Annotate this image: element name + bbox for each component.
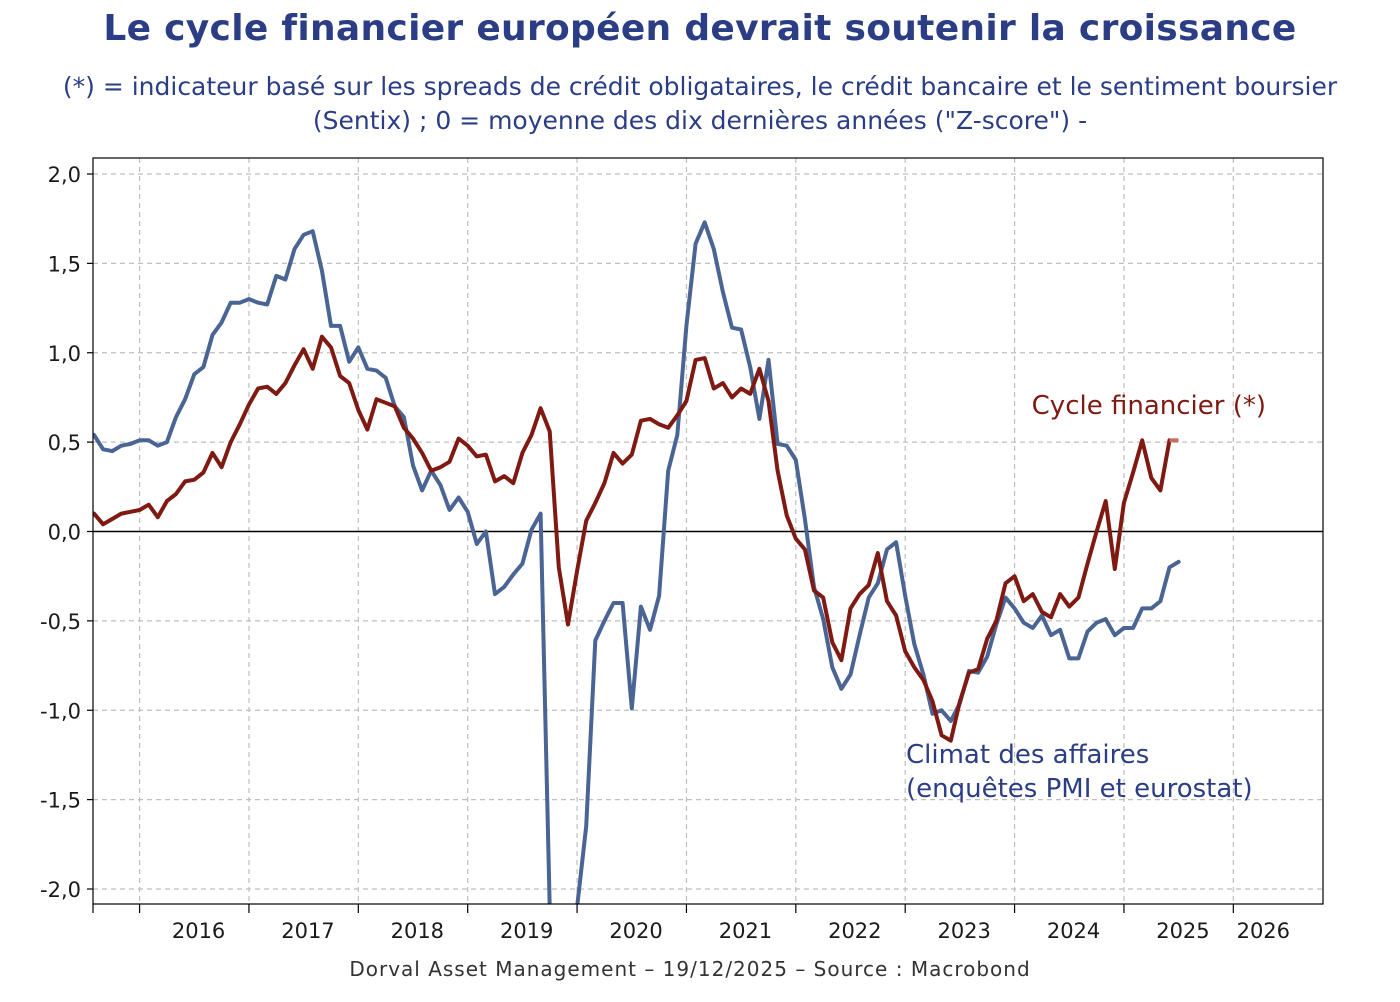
business-climate-label-line2: (enquêtes PMI et eurostat) (906, 774, 1253, 804)
x-tick-label: 2025 (1156, 919, 1209, 943)
series-layer (93, 220, 1181, 904)
y-tick-label: 2,0 (48, 163, 81, 187)
axes: 2,0 1,5 1,0 0,5 0,0 -0,5 -1,0 -1,5 -2,0 2016 2017 2… (40, 163, 1290, 943)
chart-title: Le cycle financier européen devrait sout… (103, 8, 1297, 49)
y-tick-label: -1,0 (40, 699, 81, 723)
y-tick-label: -0,5 (40, 610, 81, 634)
y-tick-label: 1,5 (48, 252, 81, 276)
x-tick-label: 2024 (1047, 919, 1100, 943)
x-tick-label: 2018 (391, 919, 444, 943)
footer-source: Dorval Asset Management – 19/12/2025 – S… (349, 957, 1031, 981)
x-tick-label: 2026 (1237, 919, 1290, 943)
business-climate-label-line1: Climat des affaires (906, 740, 1149, 770)
series-business-climate (93, 220, 1181, 904)
chart-subtitle: (*) = indicateur basé sur les spreads de… (62, 72, 1338, 135)
y-tick-label: 1,0 (48, 342, 81, 366)
x-tick-label: 2023 (937, 919, 990, 943)
x-tick-label: 2021 (719, 919, 772, 943)
financial-cycle-label: Cycle financier (*) (1032, 391, 1266, 421)
y-tick-label: 0,0 (48, 521, 81, 545)
y-tick-label: 0,5 (48, 431, 81, 455)
x-tick-label: 2022 (828, 919, 881, 943)
x-tick-label: 2020 (609, 919, 662, 943)
x-tick-label: 2019 (500, 919, 553, 943)
y-tick-label: -2,0 (40, 878, 81, 902)
x-tick-label: 2016 (172, 919, 225, 943)
x-tick-label: 2017 (281, 919, 334, 943)
y-tick-label: -1,5 (40, 789, 81, 813)
series-financial-cycle (93, 334, 1172, 743)
